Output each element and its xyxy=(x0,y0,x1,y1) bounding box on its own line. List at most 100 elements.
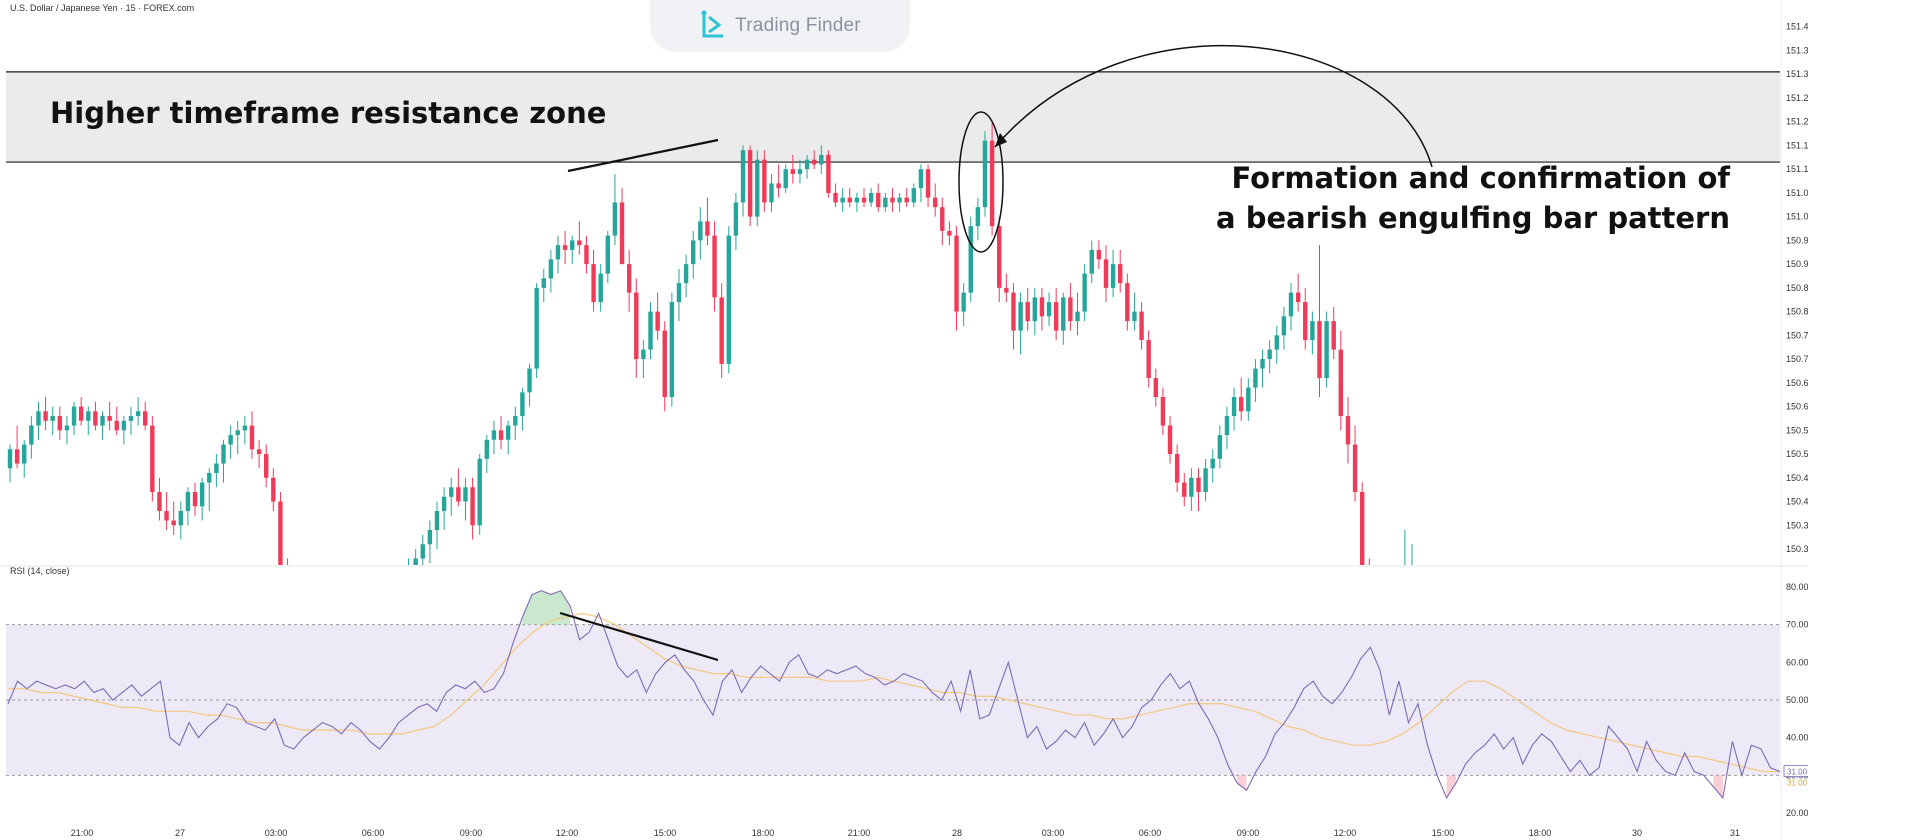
candle xyxy=(307,568,311,601)
candle-body xyxy=(349,606,353,611)
candle-body xyxy=(833,192,838,203)
candle xyxy=(1075,292,1080,336)
candle-body xyxy=(357,606,361,615)
candle xyxy=(968,216,973,303)
candle xyxy=(1160,387,1166,436)
price-tick-label: 150.500 xyxy=(1786,449,1819,459)
candle-body xyxy=(100,416,105,426)
candle-body xyxy=(648,311,653,350)
candle xyxy=(378,587,382,615)
candle-body xyxy=(1246,387,1251,412)
rsi-tick-label: 80.00 xyxy=(1786,582,1809,592)
price-tick-label: 150.300 xyxy=(1786,544,1819,554)
price-tick-label: 150.550 xyxy=(1786,425,1819,435)
rsi-ma-current-value: 31.00 xyxy=(1787,779,1808,788)
candle xyxy=(491,420,497,455)
price-tick-label: 150.850 xyxy=(1786,283,1819,293)
price-tick-label: 150.950 xyxy=(1786,235,1819,245)
candle xyxy=(577,221,582,255)
candle-body xyxy=(883,197,888,208)
candle-body xyxy=(904,197,909,203)
candle-body xyxy=(676,283,682,303)
candle xyxy=(256,439,262,469)
candle-body xyxy=(1374,601,1378,606)
candle-body xyxy=(1039,297,1045,317)
candle-body xyxy=(228,435,233,445)
candle xyxy=(1381,592,1385,616)
candle xyxy=(271,468,276,512)
candle-body xyxy=(762,159,767,203)
time-tick-label: 12:00 xyxy=(556,828,579,838)
candle xyxy=(427,520,433,564)
candle xyxy=(93,401,98,431)
candle xyxy=(1310,311,1315,355)
candle xyxy=(790,154,796,184)
candle-body xyxy=(1153,378,1159,398)
candle-body xyxy=(484,439,490,459)
candle-body xyxy=(804,159,810,170)
candle-body xyxy=(584,245,589,265)
candle xyxy=(783,164,788,193)
rsi-current-value: 31.00 xyxy=(1787,768,1808,777)
watermark-brand: Trading Finder xyxy=(735,15,861,36)
time-tick-label: 21:00 xyxy=(848,828,871,838)
candle-body xyxy=(1403,601,1407,606)
candle-body xyxy=(178,511,184,526)
candle-body xyxy=(185,492,191,512)
candle-body xyxy=(541,278,546,288)
engulfing-highlight-ellipse xyxy=(958,111,1004,253)
candle xyxy=(157,477,162,521)
candle-body xyxy=(164,511,169,521)
candle xyxy=(676,268,682,322)
candle xyxy=(683,254,689,298)
candle xyxy=(1345,397,1351,464)
candle-body xyxy=(797,169,803,174)
candle-body xyxy=(641,349,646,360)
candle-body xyxy=(1146,340,1151,379)
candle-body xyxy=(1253,368,1258,388)
candle-body xyxy=(50,416,55,421)
candle xyxy=(300,577,304,610)
candle xyxy=(456,468,461,507)
candle xyxy=(221,439,226,483)
candle xyxy=(1331,306,1336,360)
price-tick-label: 150.600 xyxy=(1786,402,1819,412)
candle xyxy=(1231,387,1237,431)
candle xyxy=(371,596,375,620)
candle-body xyxy=(1210,458,1215,469)
price-tick-label: 150.350 xyxy=(1786,520,1819,530)
time-tick-label: 09:00 xyxy=(1237,828,1260,838)
candle-body xyxy=(1174,454,1180,483)
rsi-tick-label: 20.00 xyxy=(1786,808,1809,818)
candle-body xyxy=(1217,435,1223,459)
price-tick-label: 151.400 xyxy=(1786,22,1819,32)
candle xyxy=(1238,378,1244,421)
price-tick-label: 150.450 xyxy=(1786,473,1819,483)
candle xyxy=(1210,449,1215,483)
candle-body xyxy=(427,530,433,545)
candle xyxy=(314,577,318,605)
candle-body xyxy=(712,235,717,298)
candle xyxy=(50,406,55,436)
candle xyxy=(833,183,838,208)
candle-body xyxy=(114,420,119,431)
candle xyxy=(1352,425,1358,502)
candle-body xyxy=(413,558,418,565)
candle-body xyxy=(1110,264,1116,288)
candle xyxy=(463,477,468,521)
pattern-pointer-arrowhead xyxy=(995,133,1007,147)
candle-body xyxy=(997,226,1002,288)
candle xyxy=(605,230,611,284)
candle-body xyxy=(719,297,724,364)
candle xyxy=(43,397,48,431)
pattern-label-line-2: a bearish engulfing bar pattern xyxy=(1216,201,1730,235)
candle xyxy=(7,444,13,483)
time-tick-label: 12:00 xyxy=(1334,828,1357,838)
time-tick-label: 15:00 xyxy=(1432,828,1455,838)
candle-body xyxy=(1338,349,1344,417)
candle xyxy=(214,454,219,488)
candle xyxy=(997,216,1002,303)
candle xyxy=(548,249,554,293)
candle-body xyxy=(1352,444,1358,493)
candle-body xyxy=(705,221,710,236)
